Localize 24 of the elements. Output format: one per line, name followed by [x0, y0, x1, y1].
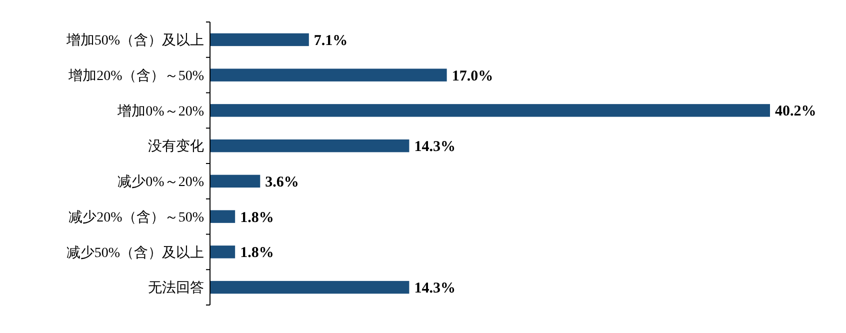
- y-tick-label: 没有变化: [148, 138, 204, 155]
- bar: [210, 280, 410, 294]
- bar: [210, 104, 770, 117]
- y-tick-label: 无法回答: [148, 280, 204, 296]
- data-label: 14.3%: [414, 139, 456, 156]
- data-label: 1.8%: [240, 245, 274, 262]
- data-label: 3.6%: [265, 174, 299, 190]
- data-label: 17.0%: [452, 68, 494, 84]
- y-tick-label: 减少0%～20%: [118, 174, 204, 190]
- y-tick-label: 增加20%（含）～50%: [68, 68, 204, 84]
- y-tick-label: 增加0%～20%: [116, 103, 204, 120]
- bar: [210, 139, 410, 152]
- data-label: 40.2%: [775, 104, 816, 120]
- y-tick-label: 减少20%（含）～50%: [68, 209, 204, 226]
- y-tick-label: 减少50%（含）及以上: [66, 244, 204, 261]
- y-tick-label: 增加50%（含）及以上: [65, 32, 204, 49]
- data-label: 14.3%: [414, 280, 456, 297]
- data-label: 1.8%: [240, 210, 274, 226]
- bar: [210, 246, 236, 258]
- bar: [210, 68, 447, 82]
- bar: [210, 174, 260, 188]
- data-label: 7.1%: [314, 32, 348, 49]
- bar: [210, 33, 309, 46]
- bar: [210, 210, 236, 223]
